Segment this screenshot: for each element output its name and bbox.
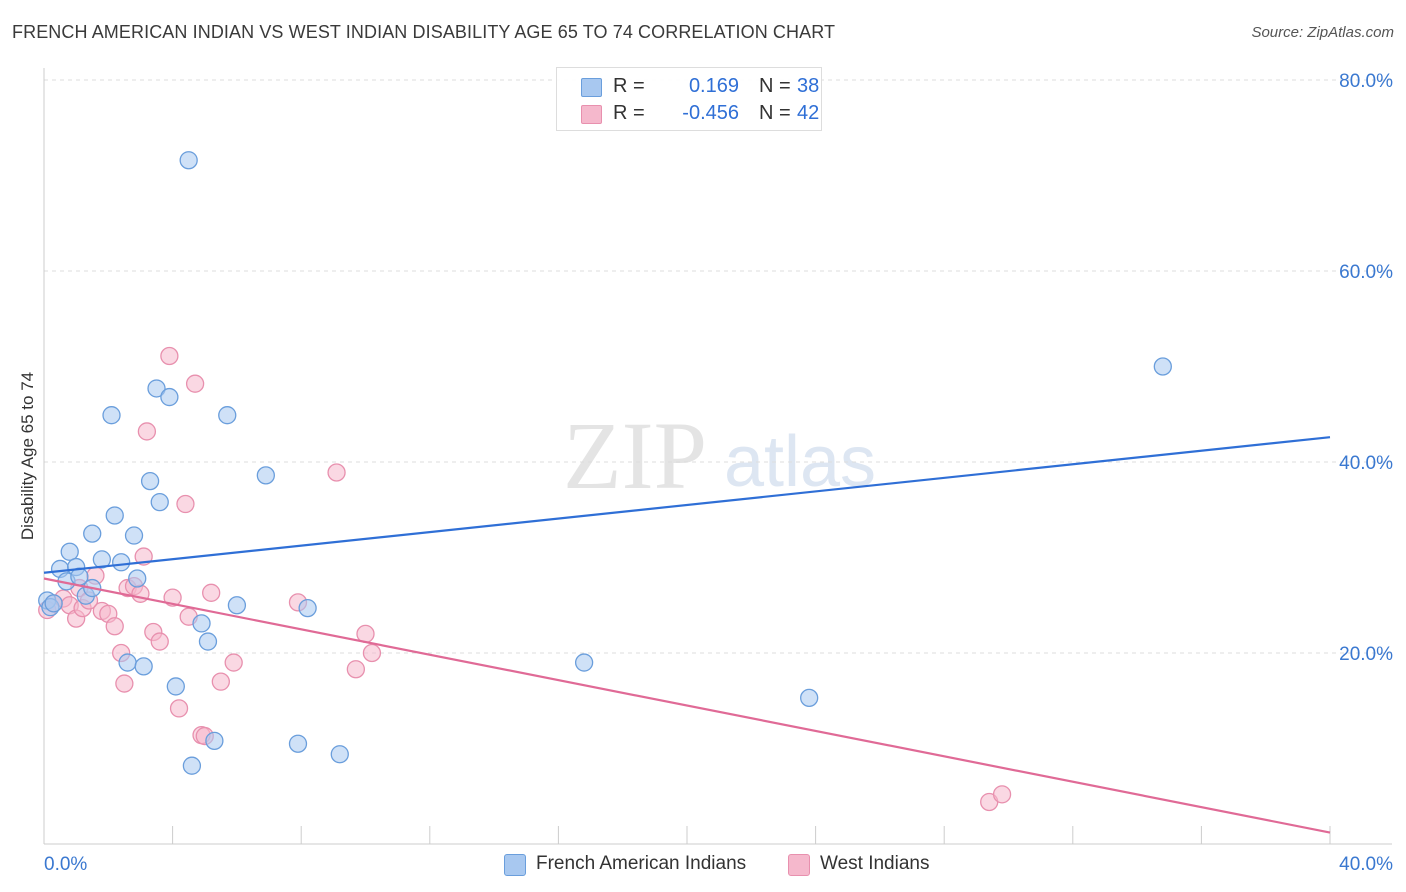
french-american-indians-point[interactable] <box>105 506 124 525</box>
french-american-indians-point[interactable] <box>205 731 224 751</box>
west-indians-point[interactable] <box>105 617 124 636</box>
french-american-indians-point[interactable] <box>83 524 102 543</box>
french-american-indians-point[interactable] <box>60 542 79 561</box>
west-indians-point[interactable] <box>137 422 157 441</box>
french-american-indians-point[interactable] <box>179 151 198 170</box>
west-indians-point[interactable] <box>362 643 382 663</box>
y-tick-label: 20.0% <box>1339 644 1393 665</box>
y-tick-label: 80.0% <box>1339 71 1393 92</box>
french-american-indians-point[interactable] <box>112 553 131 572</box>
french-american-indians-point[interactable] <box>256 466 275 485</box>
stats-box: R = 0.169 N = 38 R = -0.456 N = 42 <box>556 67 822 131</box>
chart-title: FRENCH AMERICAN INDIAN VS WEST INDIAN DI… <box>12 22 836 42</box>
r-label: R = <box>613 75 645 97</box>
n-label: N = <box>759 102 791 124</box>
french-american-indians-point[interactable] <box>182 756 202 775</box>
west-indians-point[interactable] <box>150 632 169 651</box>
west-indians-point[interactable] <box>992 785 1012 804</box>
west-indians-point[interactable] <box>211 672 230 691</box>
r-value: -0.456 <box>682 102 739 124</box>
watermark-zip: ZIP <box>563 402 707 509</box>
grid <box>44 79 1392 654</box>
y-tick-label: 40.0% <box>1339 453 1393 474</box>
west-indians-point[interactable] <box>160 346 179 366</box>
source-label: Source: ZipAtlas.com <box>1251 24 1394 41</box>
french-american-indians-point[interactable] <box>102 406 121 425</box>
french-american-indians-point[interactable] <box>44 594 63 613</box>
legend: French American Indians West Indians <box>0 852 1406 878</box>
french-american-indians-point[interactable] <box>128 569 147 588</box>
west-indians-point[interactable] <box>224 653 243 672</box>
series2-swatch <box>581 105 602 124</box>
n-value: 42 <box>797 102 820 124</box>
west-indians-point[interactable] <box>185 374 205 393</box>
axes <box>43 68 1392 845</box>
french-american-indians-point[interactable] <box>227 596 247 615</box>
west-indians-point[interactable] <box>176 494 195 514</box>
french-american-indians-point[interactable] <box>288 734 308 753</box>
french-american-indians-point[interactable] <box>134 657 153 676</box>
n-value: 38 <box>797 75 820 97</box>
r-value: 0.169 <box>688 75 739 97</box>
west-indians-point[interactable] <box>115 674 134 693</box>
legend-swatch-series2 <box>788 854 810 876</box>
x-tick-labels: 0.0% 40.0% <box>44 854 1393 875</box>
west-indians-point[interactable] <box>163 588 182 607</box>
west-indians-point[interactable] <box>346 660 366 679</box>
french-american-indians-point[interactable] <box>166 677 185 696</box>
french-american-indians-point[interactable] <box>147 379 166 398</box>
x-tick-label-max: 40.0% <box>1339 854 1393 875</box>
french-american-indians-point[interactable] <box>140 471 160 491</box>
legend-swatch-series1 <box>504 854 526 876</box>
west-indians-point[interactable] <box>327 463 346 482</box>
french-american-indians-point[interactable] <box>192 614 211 633</box>
trend-lines <box>43 436 1331 834</box>
trend-line-french-american-indians <box>43 436 1331 574</box>
french-american-indians-point[interactable] <box>160 387 179 407</box>
legend-label: West Indians <box>820 853 930 874</box>
french-american-indians-point[interactable] <box>800 688 819 708</box>
french-american-indians-point[interactable] <box>198 632 218 651</box>
x-tick-label-min: 0.0% <box>44 854 87 875</box>
series1-swatch <box>581 78 602 97</box>
trend-line-west-indians <box>43 577 1331 834</box>
french-american-indians-point[interactable] <box>574 653 594 672</box>
french-american-indians-point[interactable] <box>118 653 137 672</box>
series-french-american-indians <box>38 151 1172 775</box>
y-tick-label: 60.0% <box>1339 262 1393 283</box>
french-american-indians-point[interactable] <box>298 598 317 618</box>
french-american-indians-point[interactable] <box>150 492 169 512</box>
west-indians-point[interactable] <box>169 699 189 718</box>
french-american-indians-point[interactable] <box>124 526 144 545</box>
n-label: N = <box>759 75 791 97</box>
west-indians-point[interactable] <box>202 583 221 602</box>
french-american-indians-point[interactable] <box>92 550 112 569</box>
french-american-indians-point[interactable] <box>330 745 349 764</box>
watermark: ZIP atlas <box>563 402 876 509</box>
r-label: R = <box>613 102 645 124</box>
french-american-indians-point[interactable] <box>1153 357 1172 376</box>
french-american-indians-point[interactable] <box>218 406 237 425</box>
y-tick-labels: 20.0% 40.0% 60.0% 80.0% <box>1339 71 1393 665</box>
legend-label: French American Indians <box>536 853 747 874</box>
